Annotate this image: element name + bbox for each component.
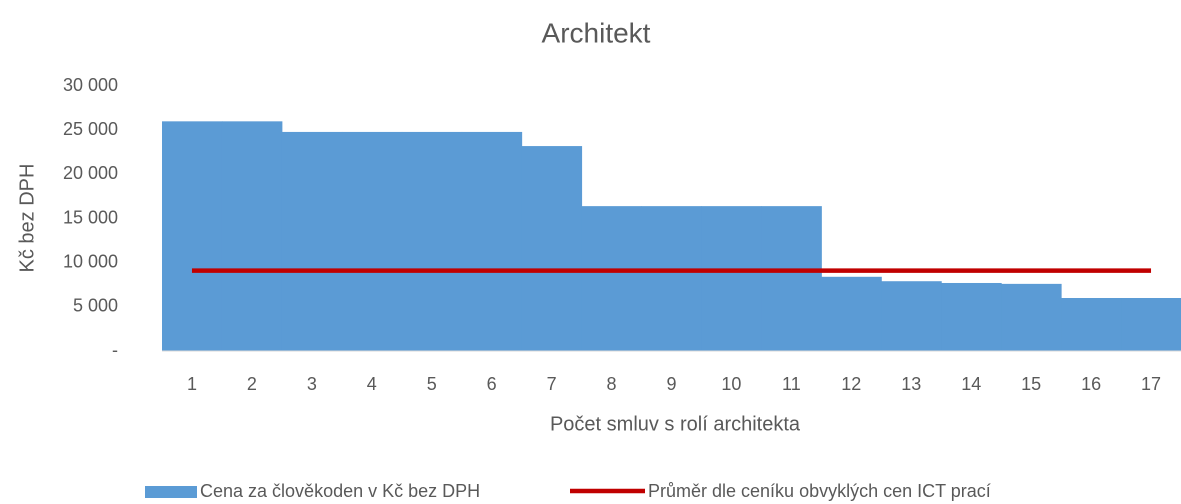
x-tick-label: 13: [901, 374, 921, 394]
bar: [821, 276, 882, 351]
bar: [761, 206, 822, 351]
x-tick-label: 9: [666, 374, 676, 394]
x-tick-label: 4: [367, 374, 377, 394]
x-tick-label: 2: [247, 374, 257, 394]
x-tick-label: 6: [487, 374, 497, 394]
bar: [461, 131, 523, 351]
x-tick-label: 7: [547, 374, 557, 394]
bar: [881, 281, 942, 351]
bar: [1001, 283, 1062, 351]
bar: [1121, 298, 1181, 351]
x-tick-label: 12: [841, 374, 861, 394]
x-tick-label: 15: [1021, 374, 1041, 394]
bar: [341, 131, 403, 351]
y-tick-label: -: [112, 340, 118, 360]
x-tick-label: 3: [307, 374, 317, 394]
bar: [941, 282, 1002, 351]
x-tick-label: 5: [427, 374, 437, 394]
x-tick-label: 17: [1141, 374, 1161, 394]
y-tick-label: 20 000: [63, 163, 118, 183]
bar: [701, 206, 762, 351]
y-tick-label: 10 000: [63, 251, 118, 271]
x-tick-label: 1: [187, 374, 197, 394]
legend-label: Průměr dle ceníku obvyklých cen ICT prac…: [648, 481, 991, 501]
x-tick-label: 16: [1081, 374, 1101, 394]
x-axis-title: Počet smluv s rolí architekta: [550, 413, 801, 435]
bar: [221, 121, 283, 351]
y-tick-label: 15 000: [63, 207, 118, 227]
y-tick-label: 5 000: [73, 296, 118, 316]
x-tick-label: 11: [782, 374, 801, 394]
x-tick-label: 10: [721, 374, 741, 394]
bar: [281, 131, 343, 351]
bar: [162, 121, 223, 351]
y-tick-label: 25 000: [63, 119, 118, 139]
legend-label: Cena za člověkoden v Kč bez DPH: [200, 481, 480, 501]
x-tick-label: 14: [961, 374, 981, 394]
chart-title: Architekt: [542, 17, 651, 48]
bar: [641, 206, 702, 351]
legend-swatch: [145, 486, 197, 498]
bar: [581, 206, 643, 351]
y-tick-label: 30 000: [63, 75, 118, 95]
x-tick-label: 8: [607, 374, 617, 394]
bar: [1061, 298, 1122, 351]
y-axis-title: Kč bez DPH: [16, 164, 38, 273]
bar: [521, 146, 583, 351]
bar: [401, 131, 463, 351]
